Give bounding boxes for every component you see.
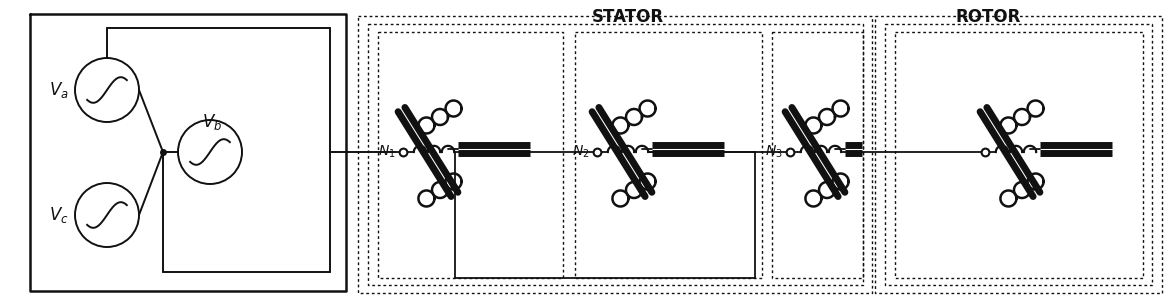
Text: $N_2$: $N_2$ (573, 144, 590, 160)
Text: $V_b$: $V_b$ (202, 112, 222, 132)
Text: $N_1$: $N_1$ (379, 144, 396, 160)
Text: $V_c$: $V_c$ (49, 205, 69, 225)
Text: ROTOR: ROTOR (955, 8, 1021, 26)
Text: $N_3$: $N_3$ (766, 144, 783, 160)
Text: STATOR: STATOR (592, 8, 664, 26)
Text: $V_a$: $V_a$ (49, 80, 69, 100)
